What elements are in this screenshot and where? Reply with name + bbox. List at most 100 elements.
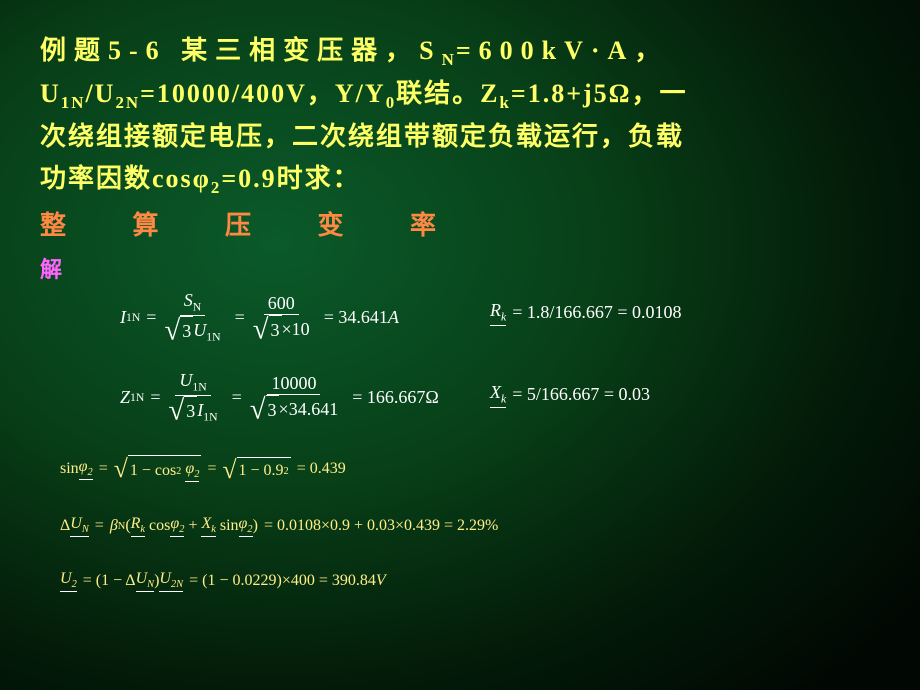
i1n-frac2: 600 √3×10 [249, 293, 314, 342]
eq-dun: ΔUN = βN ( Rk cos φ2 + Xk sin φ2 ) = 0.0… [60, 515, 498, 537]
u2-ls: 2 [72, 579, 77, 590]
xk-ls: k [501, 393, 506, 406]
sin-lhs: sin [60, 460, 79, 478]
problem-line-4: 功率因数cosφ2=0.9时求： [40, 158, 880, 201]
solution-label: 解 [40, 252, 880, 284]
sin-phi: φ2 [79, 458, 93, 480]
i1n-f1ds: 1N [206, 330, 220, 343]
problem-statement: 例题5-6 某三相变压器，SN=600kV·A， U1N/U2N=10000/4… [40, 30, 880, 201]
u2-lhs: U2 [60, 570, 77, 592]
dun-r: R [131, 515, 141, 532]
dun-p1: φ [170, 515, 179, 532]
dun-nums: = 0.0108×0.9 + 0.03×0.439 = 2.29% [264, 517, 498, 535]
u2-p1v: U [136, 570, 148, 587]
z-ls: 1N [130, 391, 144, 404]
eq-rk: Rk = 1.8/166.667 = 0.0108 [490, 300, 682, 326]
sin-sqrt2: √1 − 0.92 [222, 457, 290, 480]
u2-p2s: 2N [171, 579, 183, 590]
u2-p1un: UN [136, 570, 155, 592]
i1n-f1ns: N [193, 301, 201, 314]
i1n-frac1: SN √3U1N [160, 290, 224, 344]
s2d: k [499, 93, 510, 112]
dun-x: X [201, 515, 211, 532]
eq-z1n: Z1N = U1N √3I1N = 10000 √3×34.641 = 166.… [120, 370, 439, 424]
problem-text-1b: =600kV·A， [456, 36, 669, 65]
z-f2ds: 3 [266, 395, 279, 422]
t2e: =1.8+j5Ω，一 [511, 79, 688, 108]
dun-d: Δ [60, 517, 70, 535]
sin-r1s: 2 [176, 466, 181, 477]
s2c: 0 [386, 93, 396, 112]
t2a: U [40, 79, 61, 108]
i1n-rhs: = 34.641 [324, 307, 388, 328]
s2b: 2N [115, 93, 140, 112]
eq-sin: sin φ2 = √1 − cos2 φ2 = √1 − 0.92 = 0.43… [60, 455, 346, 482]
xk-l: X [490, 382, 501, 402]
xk-eq: = 5/166.667 = 0.03 [512, 384, 650, 405]
problem-line-2: U1N/U2N=10000/400V，Y/Y0联结。Zk=1.8+j5Ω，一 [40, 73, 880, 116]
u2-p2: U2N [159, 570, 183, 592]
z-lhs: Z [120, 387, 130, 408]
z-f2dm: ×34.641 [279, 399, 339, 419]
u2-unit: V [376, 572, 386, 590]
i1n-unit: A [388, 307, 399, 328]
dun-rk: Rk [131, 515, 145, 537]
problem-text-1a: 例题5-6 某三相变压器，S [40, 36, 442, 65]
rk-l: R [490, 300, 501, 320]
z-f1dsub: 1N [203, 410, 217, 423]
u2-nb: ×400 = 390.84 [282, 572, 376, 590]
i1n-lhs-sub: 1N [126, 311, 140, 324]
sin-s: 2 [88, 467, 93, 478]
dun-cos: cos [149, 517, 170, 535]
u2-na: 1 − 0.0229 [207, 572, 276, 590]
u2-l: U [60, 570, 72, 587]
dun-sin: sin [220, 517, 239, 535]
dun-b: β [110, 517, 118, 535]
rk-ls: k [501, 311, 506, 324]
sin-r2s: 2 [284, 466, 289, 477]
i1n-f1d-sqrt: 3 [180, 316, 193, 343]
z-rhs: = 166.667Ω [352, 387, 439, 408]
s4a: 2 [211, 178, 221, 197]
sin-v: φ [79, 458, 88, 475]
dun-phi1: φ2 [170, 515, 184, 537]
sub-sn: N [442, 50, 456, 69]
z-frac2: 10000 √3×34.641 [246, 373, 342, 422]
dun-un: UN [70, 515, 89, 537]
dun-bs: N [118, 521, 126, 532]
u2-p1a: 1 − Δ [101, 572, 135, 590]
z-f1ns: 1N [192, 381, 206, 394]
sin-r1phi: φ2 [185, 460, 199, 482]
slide-container: 例题5-6 某三相变压器，SN=600kV·A， U1N/U2N=10000/4… [0, 0, 920, 690]
sin-r1v: φ [185, 460, 194, 477]
dun-s: N [82, 524, 89, 535]
xk-lhs: Xk [490, 382, 506, 408]
sin-r2: 1 − 0.9 [239, 462, 284, 480]
i1n-f1da: U [193, 320, 206, 340]
dun-v: U [70, 515, 82, 532]
dun-xk: Xk [201, 515, 215, 537]
z-f2n: 10000 [267, 373, 320, 396]
rk-lhs: Rk [490, 300, 506, 326]
t4a: 功率因数cosφ [40, 164, 211, 193]
eq-u2: U2 = ( 1 − ΔUN ) U2N = (1 − 0.0229)×400 … [60, 570, 386, 592]
problem-line-1: 例题5-6 某三相变压器，SN=600kV·A， [40, 30, 880, 73]
sin-r1a: 1 − cos [130, 462, 176, 480]
i1n-f1n: S [184, 290, 193, 310]
u2-p1s: N [147, 579, 154, 590]
t2b: /U [85, 79, 115, 108]
eq-i1n: I1N = SN √3U1N = 600 √3×10 = 34.641A [120, 290, 399, 344]
u2-p2v: U [159, 570, 171, 587]
i1n-f2dm: ×10 [282, 319, 310, 339]
i1n-f2n: 600 [264, 293, 299, 316]
eq-xk: Xk = 5/166.667 = 0.03 [490, 382, 650, 408]
rk-eq: = 1.8/166.667 = 0.0108 [512, 302, 681, 323]
z-f1n: U [179, 370, 192, 390]
t2c: =10000/400V，Y/Y [140, 79, 386, 108]
sin-r1sub: 2 [194, 469, 199, 480]
s2a: 1N [61, 93, 86, 112]
sub-heading: 整 算 压 变 率 [40, 205, 880, 242]
t4b: =0.9时求： [221, 164, 360, 193]
z-f1ds: 3 [184, 396, 197, 423]
sin-rhs: = 0.439 [297, 460, 346, 478]
